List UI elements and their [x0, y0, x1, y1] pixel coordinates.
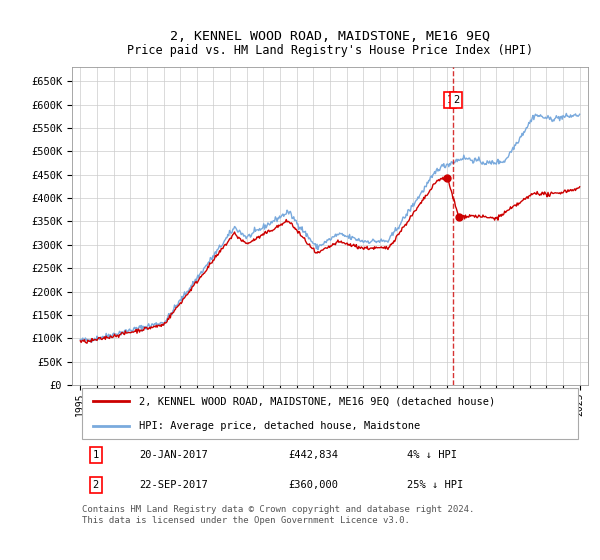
- Text: Price paid vs. HM Land Registry's House Price Index (HPI): Price paid vs. HM Land Registry's House …: [127, 44, 533, 57]
- Text: HPI: Average price, detached house, Maidstone: HPI: Average price, detached house, Maid…: [139, 421, 421, 431]
- Text: Contains HM Land Registry data © Crown copyright and database right 2024.
This d: Contains HM Land Registry data © Crown c…: [82, 505, 475, 525]
- Text: 1: 1: [447, 95, 454, 105]
- Text: £360,000: £360,000: [289, 480, 339, 490]
- Text: 20-JAN-2017: 20-JAN-2017: [139, 450, 208, 460]
- Text: 25% ↓ HPI: 25% ↓ HPI: [407, 480, 464, 490]
- Text: 4% ↓ HPI: 4% ↓ HPI: [407, 450, 457, 460]
- Text: 2, KENNEL WOOD ROAD, MAIDSTONE, ME16 9EQ: 2, KENNEL WOOD ROAD, MAIDSTONE, ME16 9EQ: [170, 30, 490, 43]
- Text: 22-SEP-2017: 22-SEP-2017: [139, 480, 208, 490]
- Text: 2: 2: [92, 480, 99, 490]
- Text: £442,834: £442,834: [289, 450, 339, 460]
- Text: 1: 1: [92, 450, 99, 460]
- Text: 2: 2: [453, 95, 459, 105]
- Text: 2, KENNEL WOOD ROAD, MAIDSTONE, ME16 9EQ (detached house): 2, KENNEL WOOD ROAD, MAIDSTONE, ME16 9EQ…: [139, 396, 496, 406]
